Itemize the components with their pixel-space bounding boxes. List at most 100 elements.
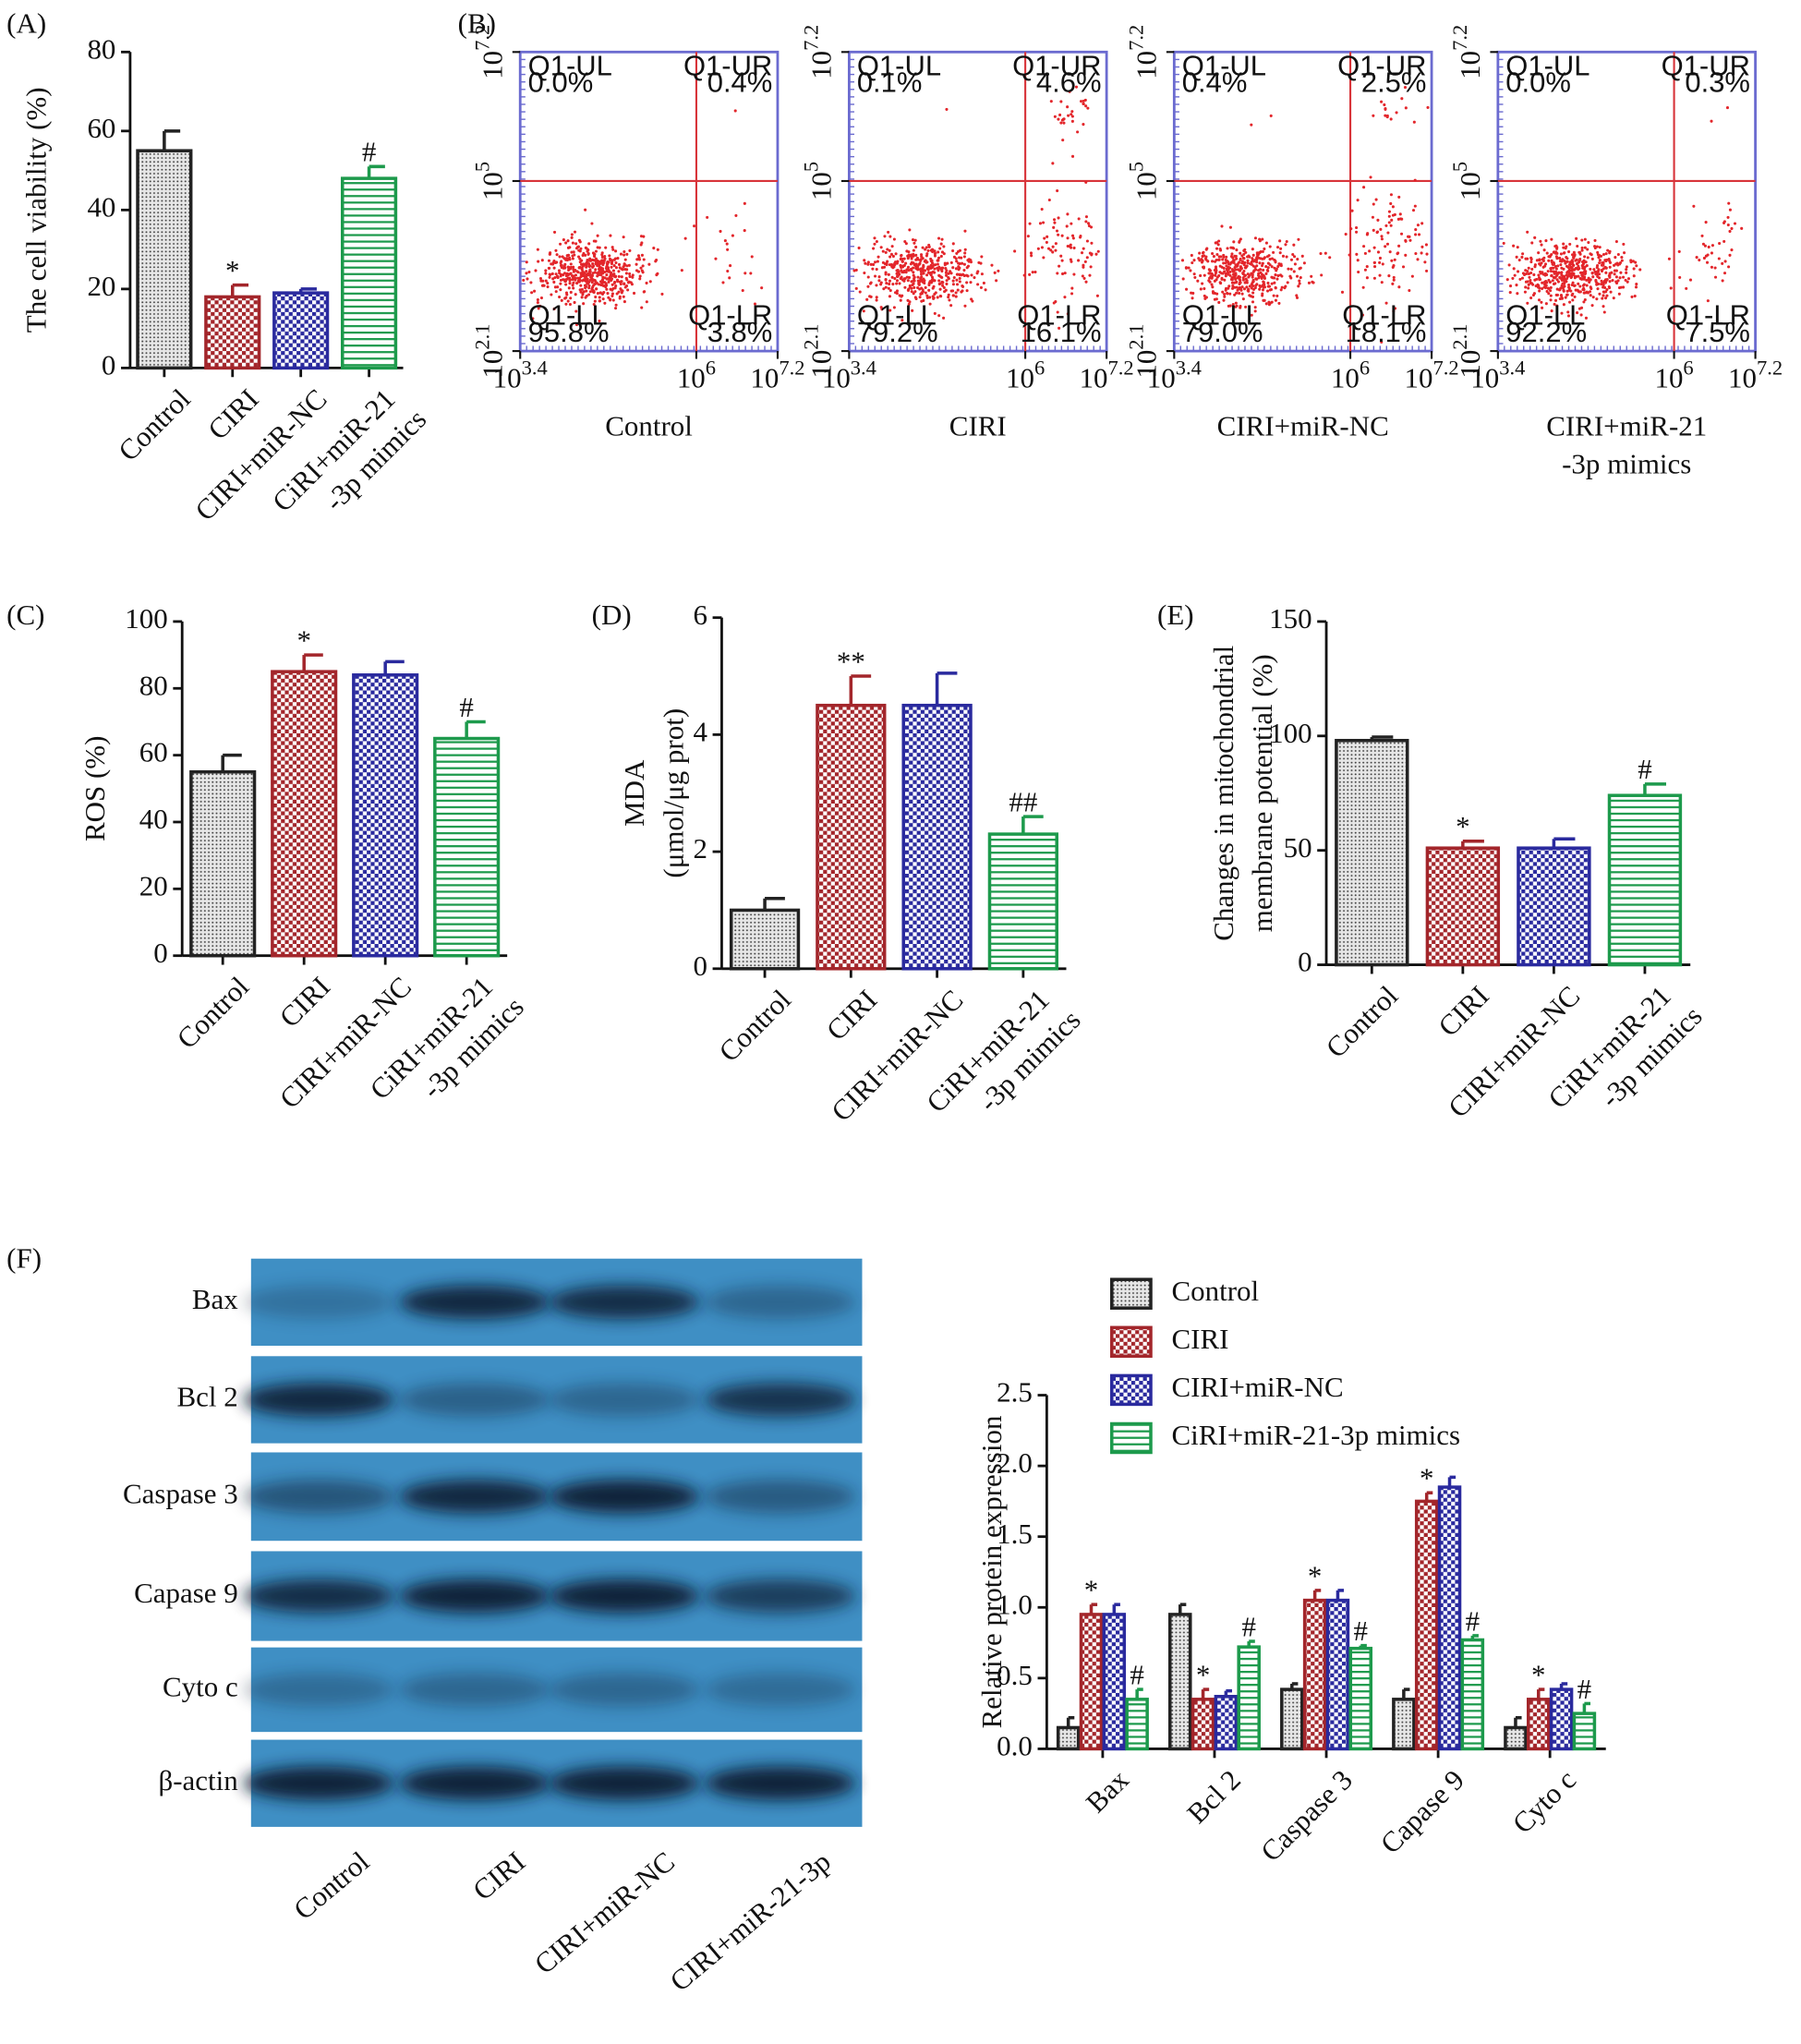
event-dot — [1242, 287, 1247, 291]
event-dot — [1596, 253, 1600, 257]
event-dot — [1520, 255, 1524, 260]
event-dot — [1378, 260, 1382, 264]
tick-base: 10 — [1331, 362, 1360, 394]
event-dot — [1576, 311, 1579, 315]
event-dot — [877, 279, 881, 283]
quadrant-percent: 0.4% — [707, 67, 773, 99]
error-bar — [1178, 1603, 1187, 1615]
event-dot — [1217, 300, 1221, 304]
event-dot — [1251, 257, 1254, 260]
event-dot — [544, 279, 548, 283]
event-dot — [1066, 244, 1070, 248]
quadrant-name: Q1-LL — [1505, 299, 1585, 332]
tick-base: 10 — [1147, 362, 1176, 394]
event-dot — [947, 296, 950, 299]
event-dot — [540, 259, 544, 262]
event-dot — [963, 248, 967, 251]
bar — [1607, 793, 1683, 967]
event-dot — [951, 242, 955, 246]
event-dot — [616, 257, 620, 260]
event-dot — [652, 247, 656, 250]
event-dot — [1257, 273, 1261, 277]
event-dot — [951, 289, 955, 293]
event-dot — [592, 290, 596, 295]
event-dot — [1047, 198, 1051, 202]
event-dot — [912, 252, 915, 256]
quadrant-name: Q1-UL — [528, 49, 612, 81]
event-dot — [571, 241, 574, 245]
y-tick-label-text: 105 — [800, 162, 838, 200]
event-dot — [734, 213, 738, 217]
event-dot — [1307, 281, 1311, 284]
event-dot — [982, 281, 985, 285]
event-dot — [914, 245, 918, 249]
bar — [1504, 1725, 1528, 1751]
event-dot — [1284, 243, 1287, 247]
event-dot — [1089, 265, 1093, 269]
legend-label: Control — [1172, 1275, 1260, 1307]
event-dot — [598, 291, 602, 295]
bar — [1102, 1613, 1127, 1751]
event-dot — [1730, 226, 1734, 231]
event-dot — [1730, 248, 1734, 252]
blot-band — [399, 1383, 550, 1417]
event-dot — [868, 295, 872, 298]
plot-title: CIRI — [949, 410, 1007, 442]
event-dot — [884, 250, 888, 254]
significance-mark: * — [1420, 1462, 1433, 1494]
event-dot — [1618, 276, 1622, 280]
event-dot — [1233, 254, 1237, 258]
event-dot — [1543, 285, 1548, 290]
event-dot — [902, 279, 906, 283]
event-dot — [1264, 302, 1268, 306]
event-dot — [1070, 222, 1073, 225]
event-dot — [1511, 276, 1515, 280]
event-dot — [929, 273, 933, 277]
event-dot — [1605, 287, 1609, 292]
event-dot — [1695, 256, 1698, 260]
event-dot — [922, 272, 925, 275]
event-dot — [1224, 288, 1227, 292]
event-dot — [1602, 260, 1605, 264]
event-dot — [1616, 252, 1620, 257]
event-dot — [577, 248, 581, 252]
bar — [433, 736, 501, 958]
event-dot — [1384, 245, 1387, 248]
tick-base: 10 — [1130, 51, 1163, 79]
event-dot — [575, 282, 579, 285]
event-dot — [1288, 274, 1292, 278]
event-dot — [879, 281, 883, 284]
event-dot — [1550, 274, 1553, 278]
event-dot — [1549, 289, 1553, 293]
event-dot — [911, 238, 915, 242]
event-dot — [925, 246, 928, 249]
event-dot — [954, 291, 958, 295]
event-dot — [569, 296, 573, 300]
event-dot — [939, 295, 943, 298]
event-dot — [1253, 236, 1258, 240]
event-dot — [879, 246, 883, 249]
event-dot — [1502, 241, 1505, 245]
event-dot — [923, 279, 926, 283]
quadrant-events — [852, 228, 1000, 322]
event-dot — [590, 222, 594, 225]
event-dot — [1355, 225, 1359, 230]
event-dot — [598, 299, 601, 303]
event-dot — [563, 279, 568, 283]
event-dot — [1264, 272, 1268, 275]
event-dot — [961, 272, 965, 276]
event-dot — [1385, 115, 1389, 119]
event-dot — [958, 280, 961, 284]
event-dot — [1507, 263, 1511, 267]
event-dot — [1375, 230, 1380, 234]
event-dot — [1618, 260, 1623, 265]
event-dot — [1298, 282, 1301, 285]
event-dot — [1596, 274, 1600, 278]
event-dot — [749, 272, 753, 275]
event-dot — [580, 267, 584, 271]
event-dot — [635, 258, 639, 261]
event-dot — [1249, 262, 1252, 266]
event-dot — [1583, 255, 1587, 259]
event-dot — [1617, 292, 1621, 296]
event-dot — [916, 279, 920, 283]
